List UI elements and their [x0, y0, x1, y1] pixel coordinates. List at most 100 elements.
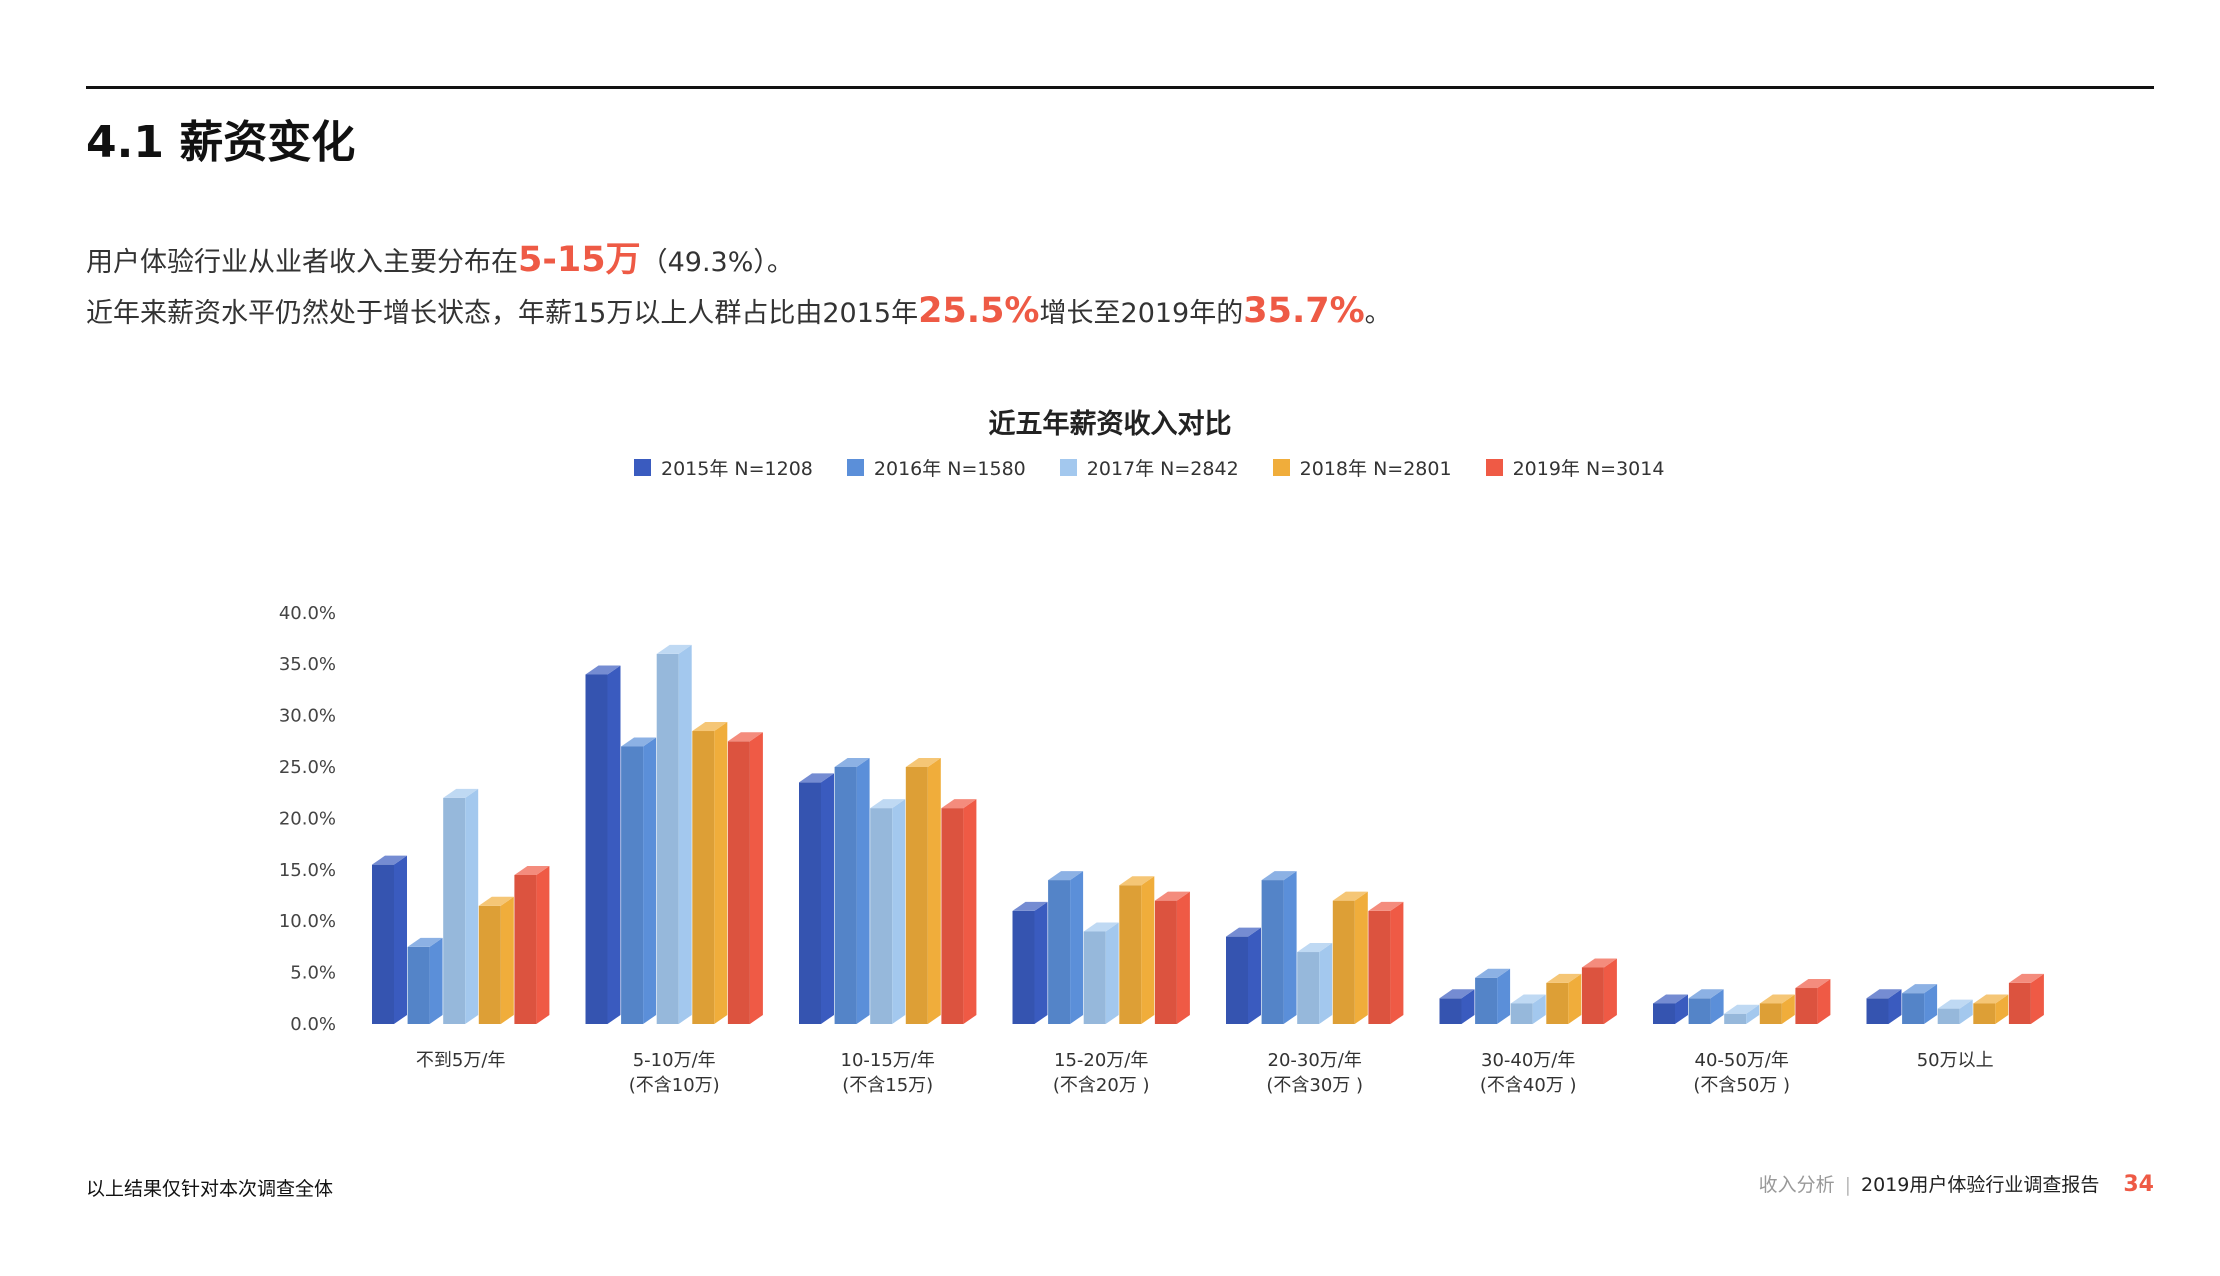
bar-front	[834, 767, 857, 1024]
bar-top	[656, 644, 692, 654]
bar-top	[1937, 999, 1973, 1009]
bar-top	[727, 732, 763, 742]
bar-top	[1973, 994, 2009, 1004]
bar-top	[1510, 994, 1546, 1004]
bar-top	[799, 773, 834, 783]
footer-separator: |	[1844, 1174, 1852, 1196]
bar-front	[514, 874, 537, 1024]
x-tick-label: 40-50万/年	[1695, 1050, 1789, 1071]
x-tick-label: 不到5万/年	[416, 1050, 506, 1071]
bar-top	[1866, 989, 1902, 999]
bar-top	[870, 799, 906, 809]
legend-item-2018: 2018年 N=2801	[1272, 454, 1452, 481]
bar-front	[1759, 1003, 1782, 1024]
bar-side	[714, 722, 728, 1024]
bar-side	[1817, 979, 1831, 1024]
y-tick-label: 35.0%	[279, 654, 336, 675]
bar-top	[905, 758, 941, 767]
legend-swatch-2018	[1272, 459, 1290, 476]
bar-side	[1995, 994, 2009, 1024]
bar-side	[1461, 989, 1475, 1024]
bar-top	[1083, 922, 1119, 932]
bar-top	[1688, 989, 1724, 999]
bar-top	[1368, 901, 1404, 911]
summary-highlight-2019: 35.7%	[1243, 291, 1365, 331]
legend-item-2016: 2016年 N=1580	[846, 454, 1026, 481]
bar-front	[478, 905, 501, 1024]
x-tick-label: (不含30万 )	[1266, 1075, 1363, 1096]
bar-side	[1105, 922, 1119, 1024]
bar-side	[1959, 999, 1973, 1024]
bar-front	[1795, 988, 1818, 1024]
bar-side	[1603, 958, 1617, 1024]
x-tick-label: (不含15万)	[842, 1075, 933, 1096]
bar-top	[585, 665, 621, 675]
page-number: 34	[2123, 1172, 2154, 1197]
bar-top	[1332, 891, 1368, 901]
bar-front	[1439, 998, 1462, 1024]
bar-side	[1888, 989, 1902, 1024]
legend-label-2016: 2016年 N=1580	[873, 458, 1026, 480]
bar-top	[1653, 994, 1688, 1004]
legend-label-2015: 2015年 N=1208	[661, 458, 813, 480]
legend-swatch-2016	[846, 459, 864, 476]
bar-side	[1319, 943, 1333, 1024]
x-tick-label: 15-20万/年	[1054, 1050, 1148, 1071]
bar-top	[1546, 973, 1582, 983]
bar-front	[1332, 900, 1355, 1024]
bar-top	[478, 896, 514, 906]
bar-front	[407, 946, 430, 1024]
bar-side	[500, 896, 514, 1024]
bar-front	[1510, 1003, 1533, 1024]
bar-side	[1354, 891, 1368, 1024]
bar-top	[1297, 943, 1333, 953]
bar-front	[656, 653, 679, 1024]
y-tick-label: 10.0%	[279, 911, 336, 932]
x-tick-label: (不含10万)	[629, 1075, 720, 1096]
bar-side	[2030, 973, 2044, 1024]
bar-front	[1653, 1003, 1675, 1024]
bar-top	[692, 722, 728, 732]
bar-top	[443, 788, 479, 798]
footer-info: 收入分析 | 2019用户体验行业调查报告 34	[1759, 1170, 2154, 1197]
bar-top	[1724, 1004, 1760, 1014]
bar-side	[856, 758, 870, 1024]
y-tick-label: 40.0%	[279, 603, 336, 624]
bar-side	[1497, 968, 1511, 1024]
bar-front	[1546, 982, 1569, 1024]
bar-side	[1924, 984, 1938, 1024]
bar-top	[1012, 901, 1048, 911]
bar-side	[1176, 891, 1190, 1024]
bar-front	[1083, 931, 1106, 1024]
bar-top	[514, 865, 550, 875]
bar-front	[905, 767, 928, 1024]
chart-title: 近五年薪资收入对比	[988, 409, 1232, 440]
bar-side	[1532, 994, 1546, 1024]
bar-top	[1154, 891, 1190, 901]
bar-top	[1475, 968, 1511, 978]
bar-top	[372, 855, 407, 865]
summary-line-1: 用户体验行业从业者收入主要分布在5-15万（49.3%）。	[86, 236, 1392, 287]
bar-side	[1390, 901, 1404, 1024]
section-title: 4.1 薪资变化	[86, 117, 356, 168]
legend-swatch-2015	[634, 459, 651, 476]
summary-highlight-range: 5-15万	[518, 240, 641, 280]
bar-front	[1866, 998, 1889, 1024]
bar-top	[1261, 871, 1297, 881]
summary-line1-prefix: 用户体验行业从业者收入主要分布在	[86, 247, 518, 278]
legend-item-2017: 2017年 N=2842	[1059, 454, 1239, 481]
bar-side	[1568, 973, 1582, 1024]
bar-front	[621, 746, 644, 1024]
bar-front	[1937, 1008, 1960, 1024]
bar-front	[1368, 910, 1391, 1024]
bar-side	[643, 737, 657, 1024]
bar-top	[407, 937, 443, 947]
bar-front	[1688, 998, 1711, 1024]
bar-front	[941, 808, 964, 1024]
bar-side	[1070, 871, 1084, 1024]
bar-front	[1119, 885, 1142, 1024]
bar-side	[1746, 1004, 1760, 1024]
x-tick-label: (不含50万 )	[1693, 1075, 1790, 1096]
y-tick-label: 5.0%	[290, 963, 336, 984]
